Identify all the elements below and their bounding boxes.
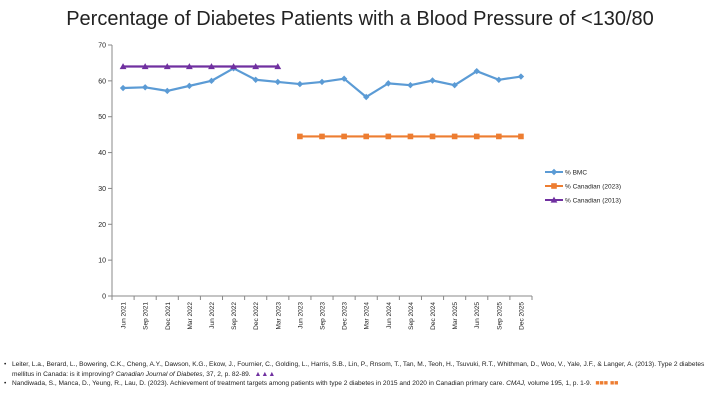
x-tick-label: Jun 2021 [121,302,128,329]
data-point-square [385,133,392,140]
x-tick-label: Dec 2023 [342,302,349,330]
x-tick-label: Jun 2025 [474,302,481,329]
series-1 [297,133,524,140]
x-tick-label: Sep 2025 [496,302,503,330]
bullet: • [4,380,7,388]
legend-label: % Canadian (2023) [565,183,621,190]
data-point-square [451,133,458,140]
x-tick-label: Mar 2022 [187,302,194,330]
data-point-square [363,133,370,140]
reference-text: Nandiwada, S., Manca, D., Yeung, R., Lau… [12,379,618,389]
data-point-diamond [274,78,281,86]
y-tick-label: 40 [98,150,106,157]
x-tick-label: Jun 2024 [386,302,393,329]
data-point-diamond [186,82,193,90]
data-point-triangle [163,63,171,70]
series-2 [119,63,282,70]
series-0 [119,65,525,101]
reference-item: • Nandiwada, S., Manca, D., Yeung, R., L… [4,379,716,389]
data-point-square [473,133,480,140]
data-point-triangle [274,63,282,70]
y-tick-label: 10 [98,258,106,265]
data-point-diamond [296,80,304,88]
x-tick-label: Mar 2025 [452,302,459,330]
data-point-diamond [451,81,458,89]
y-tick-label: 50 [98,114,106,121]
purple-triangle-swatch: ▲▲▲ [254,370,276,378]
reference-journal: CMAJ, [506,380,526,388]
data-point-square [297,133,303,140]
data-point-triangle [141,63,149,70]
data-point-square [407,133,414,140]
data-point-square [341,133,347,140]
x-tick-label: Dec 2025 [518,302,525,330]
reference-text: Leiter, L.a., Berard, L., Bowering, C.K.… [12,360,716,379]
reference-item: • Leiter, L.a., Berard, L., Bowering, C.… [4,360,716,379]
x-tick-label: Jun 2022 [209,302,216,329]
data-point-diamond [363,93,370,101]
line-chart: 0 10 20 30 40 50 60 70 Jun 2021 Sep 2021 Dec 2021… [98,43,621,330]
x-tick-label: Sep 2021 [143,302,150,330]
slide-title: Percentage of Diabetes Patients with a B… [66,8,654,30]
legend-item: % Canadian (2013) [545,196,621,204]
data-point-triangle [208,63,215,70]
reference-citation: Leiter, L.a., Berard, L., Bowering, C.K.… [12,361,705,378]
data-point-diamond [385,80,392,87]
x-tick-label: Dec 2024 [430,302,437,330]
data-point-diamond [517,73,525,80]
bullet: • [4,361,7,368]
data-point-square [518,133,524,140]
data-point-diamond [252,76,259,83]
x-tick-label: Mar 2023 [275,302,282,330]
y-axis-ticks: 0 10 20 30 40 50 60 70 [98,43,112,301]
y-tick-label: 70 [98,43,106,50]
data-point-triangle [550,196,558,203]
data-point-triangle [185,63,193,70]
data-point-diamond [473,67,480,75]
data-point-diamond [141,84,149,91]
data-point-triangle [230,63,237,70]
x-axis-ticks: Jun 2021 Sep 2021 Dec 2021 Mar 2022 Jun 2022… [111,296,533,330]
y-tick-label: 30 [98,186,106,193]
x-tick-label: Sep 2023 [320,302,327,330]
x-tick-label: Mar 2024 [364,302,371,330]
legend-item: % BMC [545,168,587,176]
data-point-square [429,133,436,140]
x-tick-label: Dec 2022 [253,302,260,330]
reference-citation: Nandiwada, S., Manca, D., Yeung, R., Lau… [12,380,507,388]
legend-label: % Canadian (2013) [565,197,621,204]
data-point-square [319,133,325,140]
orange-square-swatch: ■■■ ■■ [595,380,619,388]
legend-label: % BMC [565,169,587,176]
reference-journal: Canadian Journal of Diabetes, [115,370,205,378]
data-point-diamond [495,76,503,83]
reference-details: 37, 2, p. 82-89. [204,370,253,378]
data-point-diamond [164,87,171,95]
x-tick-label: Sep 2024 [408,302,415,330]
data-point-triangle [119,63,127,70]
x-tick-label: Sep 2022 [231,302,238,330]
legend-item: % Canadian (2023) [545,183,621,190]
x-tick-label: Jun 2023 [297,302,304,329]
data-point-diamond [318,78,326,86]
data-point-square [496,133,502,140]
chart-axes [111,45,532,297]
references: • Leiter, L.a., Berard, L., Bowering, C.… [4,360,716,389]
data-point-diamond [340,75,348,82]
chart-series [119,63,525,140]
data-point-diamond [550,168,558,176]
reference-details: volume 195, 1, p. 1-9. [525,380,594,388]
y-tick-label: 60 [98,78,106,85]
chart-legend: % BMC % Canadian (2023) % Canadian (2013) [545,168,621,204]
x-tick-label: Dec 2021 [165,302,172,330]
data-point-triangle [252,63,260,70]
data-point-diamond [119,84,127,92]
y-tick-label: 0 [102,294,106,301]
data-point-diamond [208,77,215,85]
y-tick-label: 20 [98,222,106,229]
data-point-square [551,183,557,189]
data-point-diamond [429,77,436,84]
data-point-diamond [407,81,414,89]
